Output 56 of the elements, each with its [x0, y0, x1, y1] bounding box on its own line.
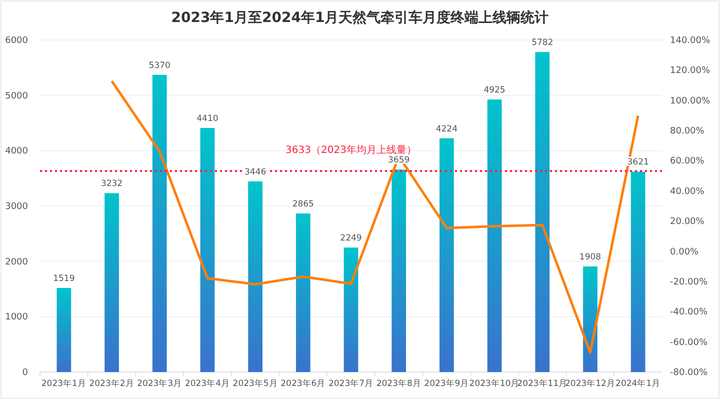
y2-tick-label: 20.00%	[670, 217, 705, 228]
bar	[200, 128, 215, 372]
y2-tick-label: 60.00%	[670, 156, 705, 167]
bar	[535, 52, 550, 372]
data-label: 4925	[484, 85, 506, 96]
bar	[630, 172, 646, 372]
bar	[487, 99, 502, 372]
x-tick-label: 2024年1月	[616, 378, 661, 389]
y2-tick-label: 40.00%	[670, 186, 705, 197]
bar	[104, 193, 119, 372]
x-tick-label: 2023年7月	[328, 378, 374, 389]
data-label: 1908	[579, 252, 602, 262]
data-label: 2865	[292, 199, 314, 210]
bar	[344, 248, 358, 372]
x-tick-label: 2023年6月	[280, 378, 326, 389]
data-label: 4224	[436, 124, 458, 134]
bar	[440, 138, 454, 372]
data-label: 5370	[148, 60, 170, 71]
y-tick-label: 3000	[5, 202, 28, 212]
y-tick-label: 2000	[5, 257, 28, 268]
bar	[248, 181, 262, 372]
y-tick-label: 0	[22, 368, 28, 378]
y2-tick-label: -40.00%	[670, 308, 708, 318]
y2-tick-label: -20.00%	[670, 277, 708, 288]
bar	[56, 288, 72, 372]
data-label: 4410	[196, 114, 218, 124]
y2-tick-label: 100.00%	[670, 96, 710, 106]
y2-tick-label: -80.00%	[670, 368, 708, 378]
x-tick-label: 2023年8月	[376, 378, 422, 389]
x-tick-label: 2023年2月	[89, 378, 134, 389]
bar	[583, 266, 598, 372]
x-tick-label: 2023年1月	[41, 378, 86, 389]
ref-line-label: 3633（2023年均月上线量）	[286, 144, 416, 156]
x-tick-label: 2023年3月	[137, 378, 182, 389]
data-label: 3446	[244, 167, 266, 178]
y-tick-label: 4000	[5, 146, 28, 157]
chart-title: 2023年1月至2024年1月天然气牵引车月度终端上线辆统计	[171, 9, 549, 26]
x-tick-label: 2023年9月	[424, 378, 470, 389]
data-label: 2249	[340, 234, 362, 244]
bar	[392, 170, 406, 372]
y2-tick-label: 120.00%	[670, 66, 710, 76]
x-tick-label: 2023年5月	[232, 378, 278, 389]
y-tick-label: 1000	[5, 312, 28, 323]
data-label: 5782	[532, 38, 554, 48]
y2-tick-label: 0.00%	[670, 247, 700, 258]
data-label: 1519	[53, 274, 75, 284]
y2-tick-label: 140.00%	[670, 36, 710, 46]
bar	[152, 74, 167, 372]
y2-tick-label: -60.00%	[670, 338, 708, 348]
x-tick-label: 2023年4月	[184, 378, 230, 389]
x-tick-label: 2023年12月	[565, 378, 616, 389]
y-tick-label: 5000	[5, 91, 28, 102]
data-label: 3232	[100, 179, 123, 190]
y-tick-label: 6000	[5, 36, 28, 46]
y2-tick-label: 80.00%	[670, 126, 705, 137]
bar	[296, 213, 310, 372]
